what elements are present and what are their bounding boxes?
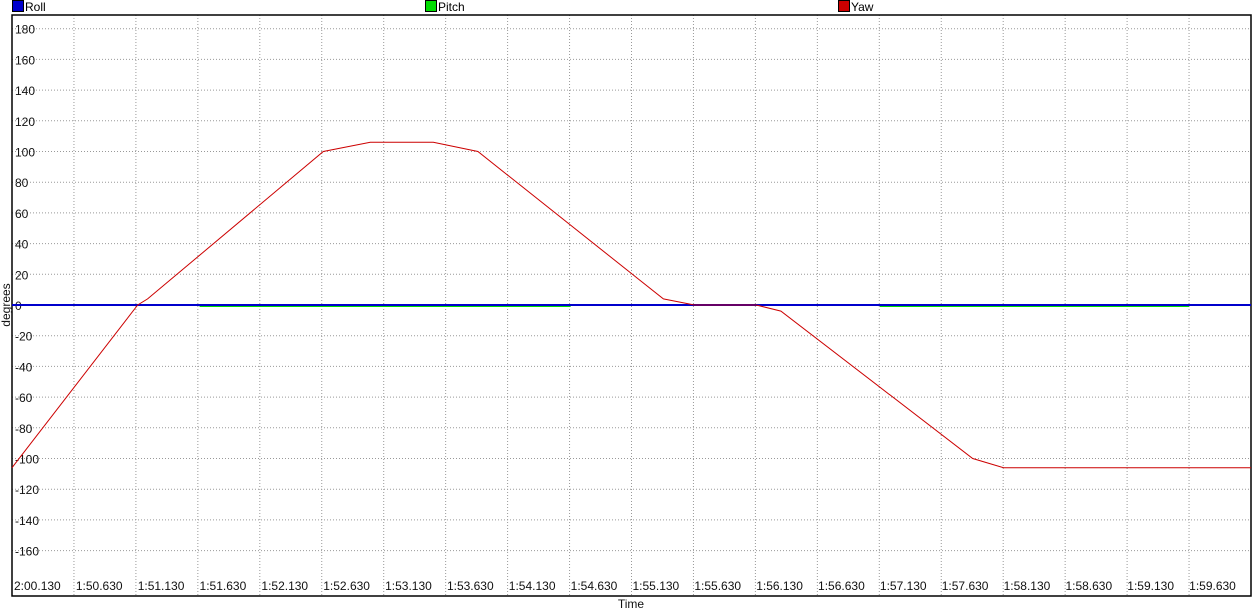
y-tick-label: 60 bbox=[15, 207, 29, 221]
y-tick-label: 140 bbox=[15, 84, 35, 98]
x-tick-label: 1:59.630 bbox=[1189, 579, 1236, 593]
x-tick-label: 1:52.630 bbox=[323, 579, 370, 593]
y-tick-label: 100 bbox=[15, 146, 35, 160]
y-tick-label: 120 bbox=[15, 115, 35, 129]
y-tick-label: -80 bbox=[15, 422, 33, 436]
x-tick-label: 1:55.130 bbox=[633, 579, 680, 593]
y-axis-title: degrees bbox=[0, 283, 13, 326]
y-tick-label: 20 bbox=[15, 268, 29, 282]
x-tick-label: 1:53.130 bbox=[385, 579, 432, 593]
series-line-yaw bbox=[11, 141, 1251, 469]
y-tick-label: -60 bbox=[15, 391, 33, 405]
legend-label: Roll bbox=[25, 0, 46, 14]
x-tick-label: 1:53.630 bbox=[447, 579, 494, 593]
chart-legend: Roll Pitch Yaw bbox=[0, 0, 1253, 15]
legend-swatch bbox=[425, 0, 437, 12]
x-tick-label: 2:00.130 bbox=[14, 579, 61, 593]
x-tick-label: 1:54.130 bbox=[509, 579, 556, 593]
y-tick-label: 180 bbox=[15, 23, 35, 37]
y-tick-label: 80 bbox=[15, 176, 29, 190]
x-tick-label: 1:56.130 bbox=[756, 579, 803, 593]
x-tick-label: 1:51.630 bbox=[200, 579, 247, 593]
x-tick-label: 1:54.630 bbox=[571, 579, 618, 593]
legend-item-roll: Roll bbox=[12, 0, 46, 15]
legend-label: Yaw bbox=[851, 0, 874, 14]
y-tick-label: -120 bbox=[15, 483, 39, 497]
legend-swatch bbox=[838, 0, 850, 12]
x-axis-title: Time bbox=[618, 597, 645, 611]
y-tick-label: 40 bbox=[15, 238, 29, 252]
y-tick-label: 160 bbox=[15, 53, 35, 67]
x-tick-label: 1:51.130 bbox=[138, 579, 185, 593]
x-tick-label: 1:59.130 bbox=[1127, 579, 1174, 593]
x-tick-label: 1:55.630 bbox=[694, 579, 741, 593]
legend-label: Pitch bbox=[438, 0, 465, 14]
legend-swatch bbox=[12, 0, 24, 12]
x-tick-label: 1:57.630 bbox=[942, 579, 989, 593]
y-tick-label: -160 bbox=[15, 545, 39, 559]
legend-item-yaw: Yaw bbox=[838, 0, 873, 15]
x-tick-label: 1:57.130 bbox=[880, 579, 927, 593]
x-tick-label: 1:50.630 bbox=[76, 579, 123, 593]
y-tick-label: -140 bbox=[15, 514, 39, 528]
x-tick-label: 1:52.130 bbox=[261, 579, 308, 593]
x-tick-label: 1:58.630 bbox=[1065, 579, 1112, 593]
y-tick-label: -40 bbox=[15, 360, 33, 374]
legend-item-pitch: Pitch bbox=[425, 0, 465, 15]
y-tick-label: -20 bbox=[15, 330, 33, 344]
x-tick-label: 1:56.630 bbox=[818, 579, 865, 593]
x-tick-label: 1:58.130 bbox=[1004, 579, 1051, 593]
